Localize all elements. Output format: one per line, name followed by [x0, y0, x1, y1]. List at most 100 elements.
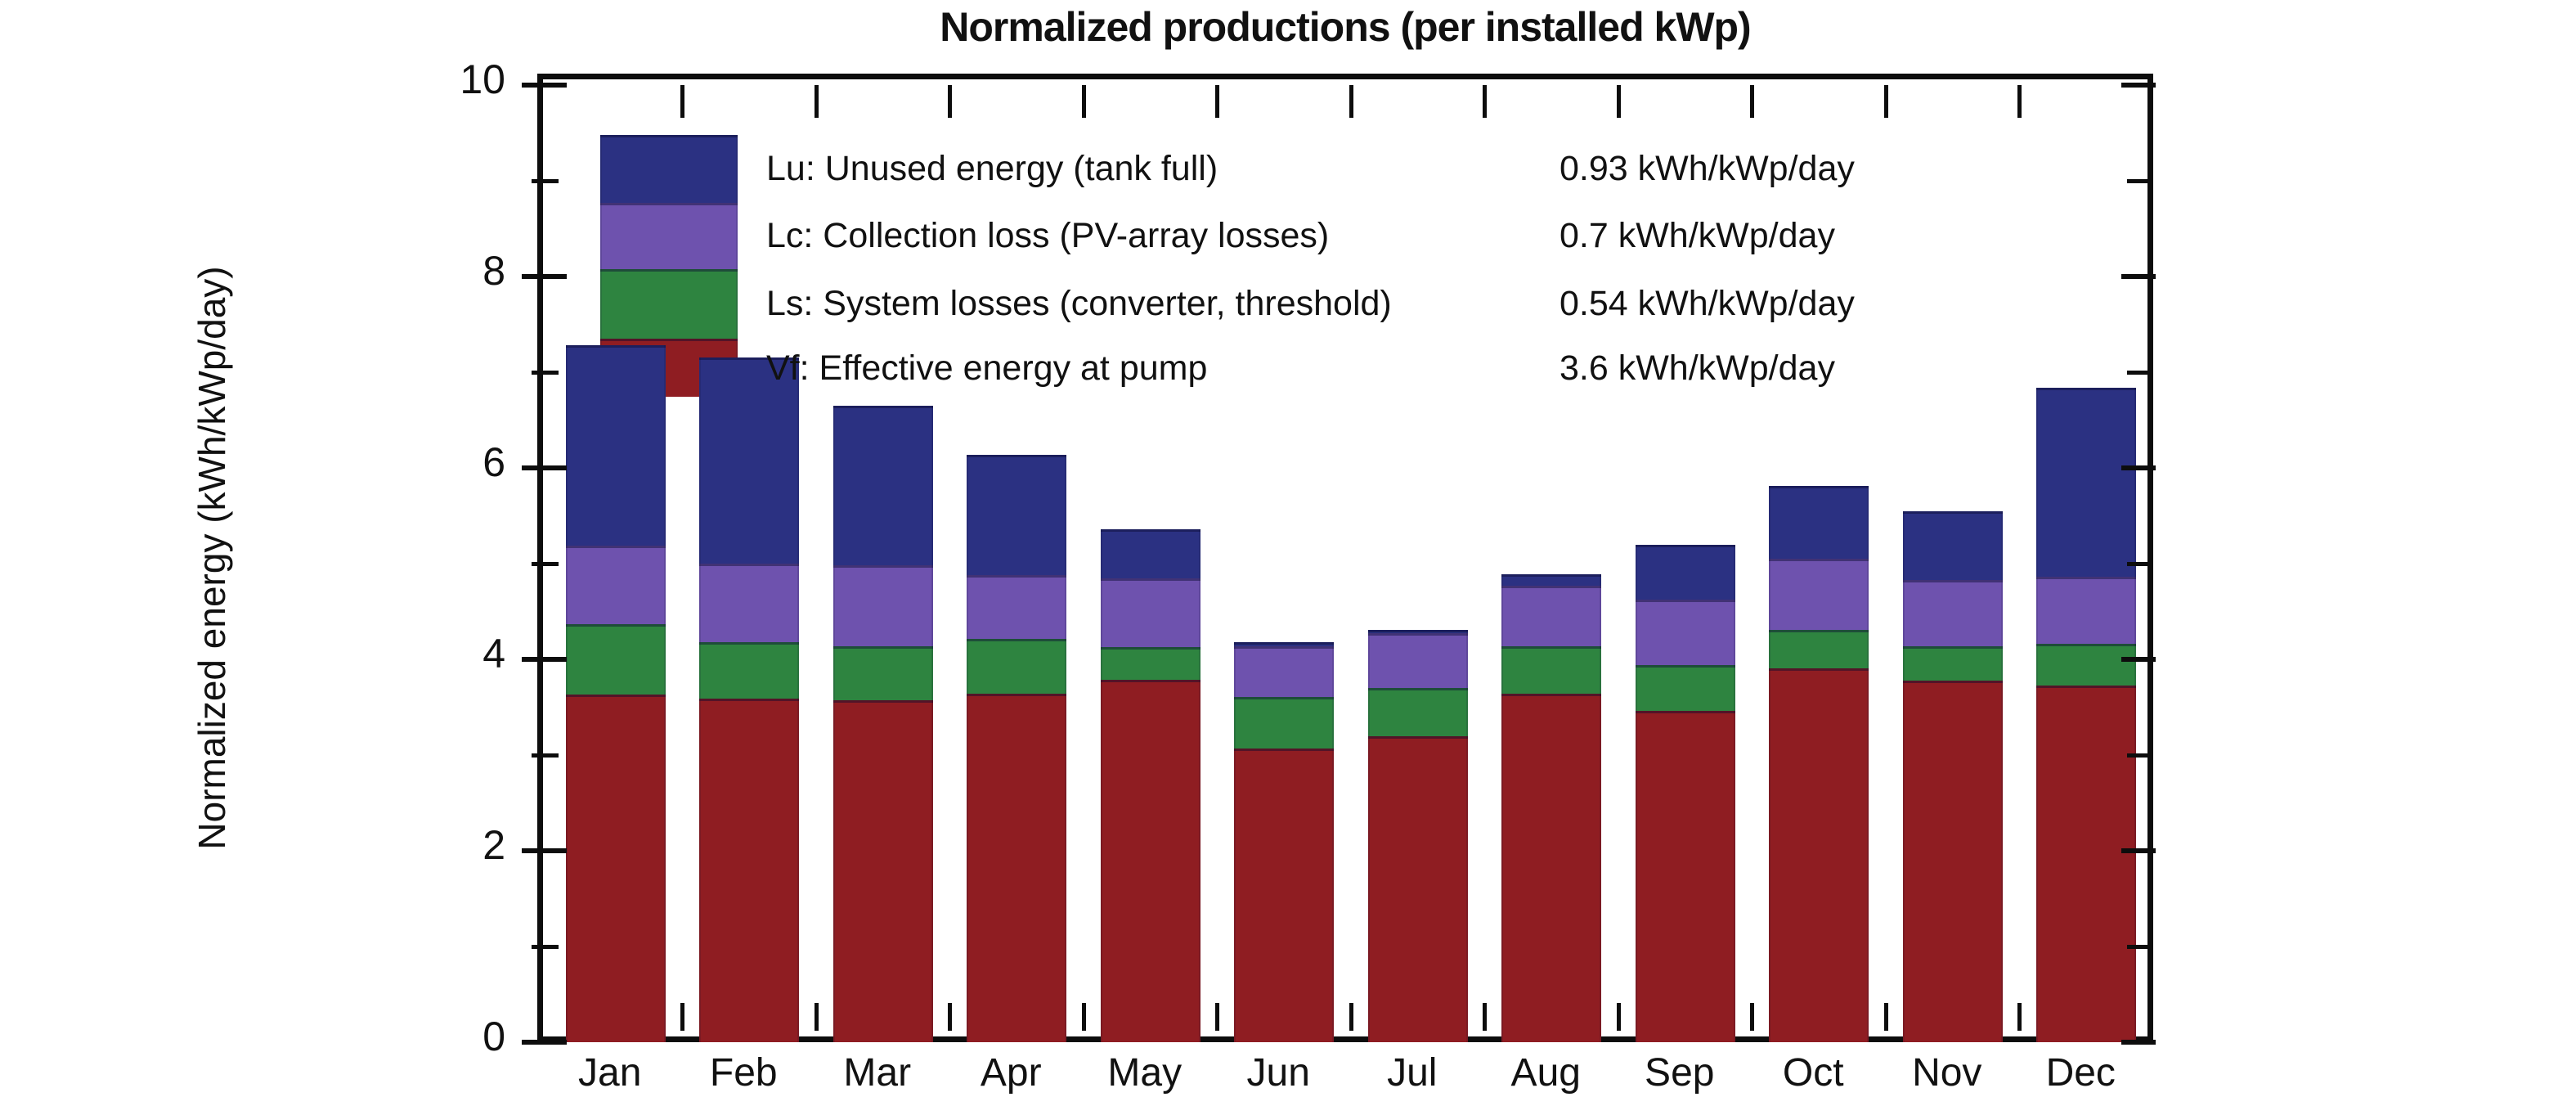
y-major-tick-left-2 — [522, 848, 567, 853]
x-tick-label-dec: Dec — [2045, 1051, 2116, 1095]
bar-segment-jun-Vf — [1234, 748, 1335, 1042]
x-tick-label-nov: Nov — [1912, 1051, 1982, 1095]
bar-segment-apr-Ls — [967, 639, 1067, 695]
bar-aug — [1501, 573, 1602, 1042]
y-minor-tick-left-5 — [532, 562, 559, 566]
y-minor-tick-right-1 — [2127, 945, 2152, 949]
bar-segment-feb-Vf — [699, 698, 800, 1042]
x-tick-label-jul: Jul — [1387, 1051, 1438, 1095]
plot-area: Lu: Unused energy (tank full) 0.93 kWh/kW… — [522, 74, 2156, 1045]
legend-value-Vf: 3.6 kWh/kWp/day — [1560, 348, 1835, 388]
bar-dec — [2036, 387, 2137, 1042]
bar-segment-oct-Vf — [1769, 668, 1869, 1042]
y-major-tick-right-2 — [2121, 848, 2156, 853]
legend-row-Vf: Vf: Effective energy at pump 3.6 kWh/kWp/… — [766, 345, 2148, 391]
y-minor-tick-right-7 — [2127, 371, 2152, 375]
bar-segment-aug-Vf — [1501, 694, 1602, 1042]
x-tick-label-sep: Sep — [1645, 1051, 1715, 1095]
legend-row-Lc: Lc: Collection loss (PV-array losses) 0.7… — [766, 213, 2148, 259]
bar-may — [1100, 528, 1200, 1042]
x-tick-bottom-2 — [814, 1003, 819, 1031]
legend-key-segment-Lc — [600, 202, 738, 269]
bar-segment-mar-Vf — [832, 700, 933, 1042]
y-tick-label-8: 8 — [482, 248, 505, 294]
legend-label-Ls: Ls: System losses (converter, threshold) — [766, 284, 1392, 324]
legend-row-Lu: Lu: Unused energy (tank full) 0.93 kWh/kW… — [766, 146, 2148, 191]
y-tick-label-2: 2 — [482, 822, 505, 868]
bar-segment-apr-Lu — [967, 454, 1067, 576]
bar-jan — [565, 345, 666, 1042]
x-tick-top-1 — [680, 85, 684, 118]
bar-segment-feb-Lc — [699, 564, 800, 642]
bar-jul — [1367, 629, 1468, 1042]
y-minor-tick-right-5 — [2127, 562, 2152, 566]
bar-segment-oct-Ls — [1769, 629, 1869, 668]
x-tick-label-may: May — [1107, 1051, 1183, 1095]
bar-segment-feb-Lu — [699, 357, 800, 564]
y-minor-tick-left-9 — [532, 179, 559, 183]
bar-segment-may-Ls — [1100, 646, 1200, 680]
bar-sep — [1635, 544, 1735, 1042]
x-tick-bottom-6 — [1349, 1003, 1353, 1031]
bar-segment-dec-Lu — [2036, 387, 2137, 578]
y-major-tick-right-6 — [2121, 465, 2156, 470]
bar-segment-jun-Lu — [1234, 641, 1335, 646]
x-tick-bottom-3 — [948, 1003, 952, 1031]
legend-value-Lc: 0.7 kWh/kWp/day — [1560, 216, 1835, 256]
bar-segment-dec-Vf — [2036, 685, 2137, 1042]
y-major-tick-right-4 — [2121, 657, 2156, 662]
bar-segment-oct-Lu — [1769, 486, 1869, 560]
x-tick-top-4 — [1081, 85, 1086, 118]
y-tick-label-0: 0 — [482, 1014, 505, 1059]
bar-segment-jul-Vf — [1367, 735, 1468, 1042]
x-tick-top-7 — [1483, 85, 1487, 118]
bar-segment-jul-Ls — [1367, 688, 1468, 736]
x-tick-label-apr: Apr — [980, 1051, 1042, 1095]
y-major-tick-right-10 — [2121, 83, 2156, 88]
x-tick-bottom-5 — [1215, 1003, 1219, 1031]
y-axis-title: Normalized energy (kWh/kWp/day) — [191, 266, 233, 850]
bar-segment-aug-Ls — [1501, 645, 1602, 695]
y-major-tick-right-8 — [2121, 274, 2156, 279]
x-tick-top-8 — [1616, 85, 1621, 118]
x-tick-label-aug: Aug — [1510, 1051, 1581, 1095]
x-tick-top-9 — [1750, 85, 1754, 118]
legend-row-Ls: Ls: System losses (converter, threshold)… — [766, 281, 2148, 326]
x-tick-top-11 — [2017, 85, 2022, 118]
x-tick-top-6 — [1349, 85, 1353, 118]
x-tick-bottom-11 — [2017, 1003, 2022, 1031]
legend-key-segment-Lu — [600, 134, 738, 203]
bar-segment-nov-Ls — [1902, 645, 2003, 681]
y-major-tick-left-4 — [522, 657, 567, 662]
bar-segment-may-Vf — [1100, 679, 1200, 1042]
bar-segment-mar-Lc — [832, 565, 933, 646]
bar-segment-jan-Ls — [565, 623, 666, 695]
x-tick-label-jun: Jun — [1246, 1051, 1310, 1095]
bar-segment-feb-Ls — [699, 641, 800, 699]
bar-segment-jun-Ls — [1234, 696, 1335, 749]
bar-mar — [832, 405, 933, 1042]
x-tick-bottom-4 — [1081, 1003, 1086, 1031]
y-major-tick-left-6 — [522, 465, 567, 470]
bar-segment-aug-Lu — [1501, 573, 1602, 586]
bar-segment-mar-Ls — [832, 645, 933, 701]
bar-segment-jul-Lc — [1367, 633, 1468, 689]
bar-segment-aug-Lc — [1501, 585, 1602, 646]
bar-segment-dec-Ls — [2036, 644, 2137, 686]
y-minor-tick-left-1 — [532, 945, 559, 949]
plot-inner: Lu: Unused energy (tank full) 0.93 kWh/kW… — [549, 85, 2153, 1042]
y-minor-tick-left-3 — [532, 753, 559, 758]
x-tick-top-3 — [948, 85, 952, 118]
bar-segment-jan-Lu — [565, 345, 666, 546]
x-tick-label-jan: Jan — [578, 1051, 642, 1095]
bar-segment-oct-Lc — [1769, 559, 1869, 630]
bar-segment-nov-Vf — [1902, 680, 2003, 1042]
x-tick-bottom-9 — [1750, 1003, 1754, 1031]
bar-jun — [1234, 641, 1335, 1042]
x-tick-bottom-10 — [1883, 1003, 1888, 1031]
legend-label-Lu: Lu: Unused energy (tank full) — [766, 149, 1218, 189]
y-major-tick-left-0 — [522, 1040, 567, 1045]
x-tick-bottom-8 — [1616, 1003, 1621, 1031]
x-tick-label-mar: Mar — [843, 1051, 912, 1095]
bar-segment-sep-Ls — [1635, 665, 1735, 712]
